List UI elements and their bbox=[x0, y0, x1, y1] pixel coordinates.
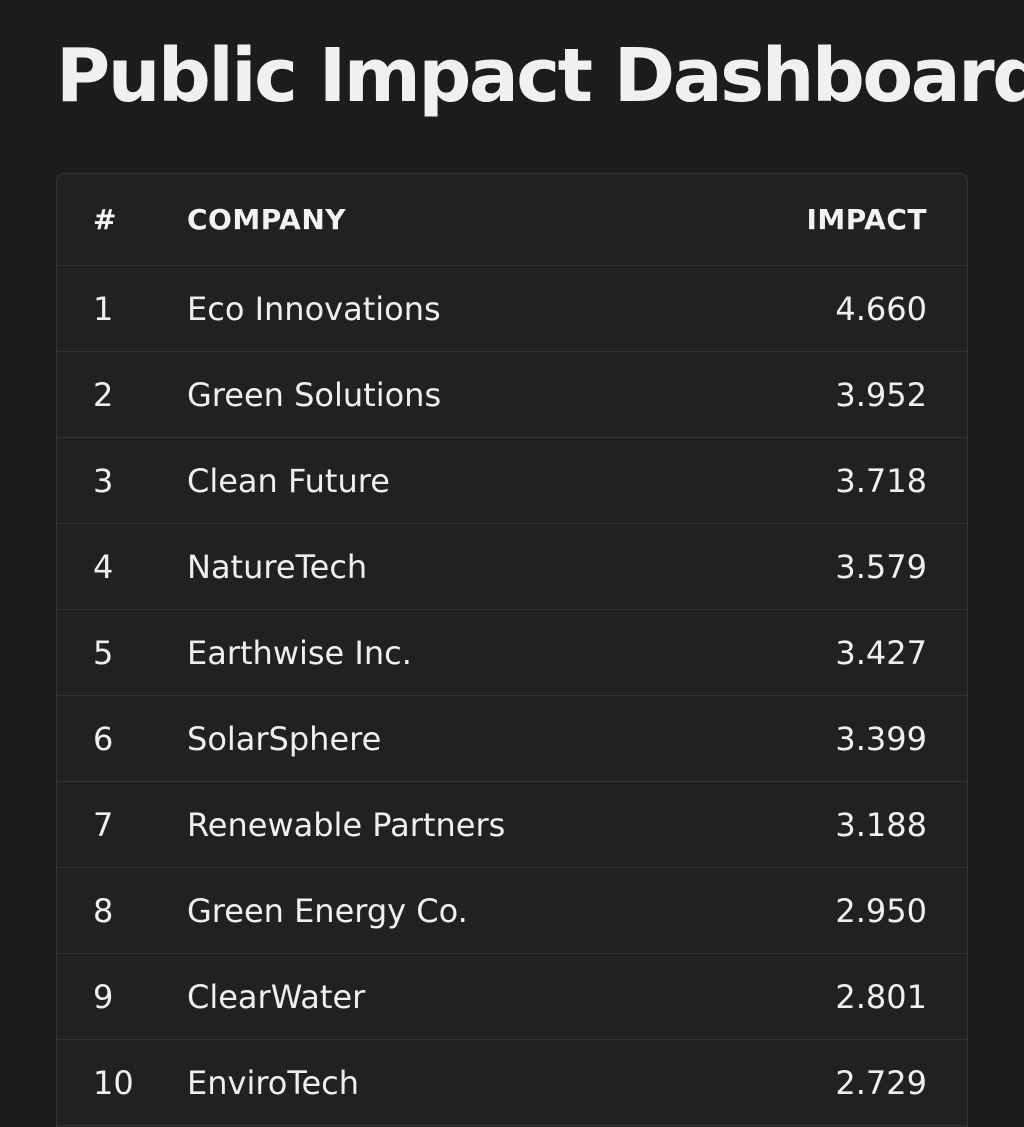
table-row[interactable]: 10 EnviroTech 2.729 bbox=[57, 1040, 967, 1126]
header-impact[interactable]: IMPACT bbox=[806, 203, 927, 236]
table-row[interactable]: 3 Clean Future 3.718 bbox=[57, 438, 967, 524]
company-cell: SolarSphere bbox=[187, 719, 382, 758]
impact-table: # COMPANY IMPACT 1 Eco Innovations 4.660… bbox=[56, 173, 968, 1127]
company-cell: EnviroTech bbox=[187, 1063, 360, 1102]
company-cell: NatureTech bbox=[187, 547, 368, 586]
table-row[interactable]: 6 SolarSphere 3.399 bbox=[57, 696, 967, 782]
table-row[interactable]: 7 Renewable Partners 3.188 bbox=[57, 782, 967, 868]
rank-cell: 2 bbox=[93, 375, 114, 414]
table-header-row: # COMPANY IMPACT bbox=[57, 174, 967, 266]
impact-cell: 3.427 bbox=[835, 633, 927, 672]
table-row[interactable]: 1 Eco Innovations 4.660 bbox=[57, 266, 967, 352]
company-cell: Green Energy Co. bbox=[187, 891, 468, 930]
company-cell: Renewable Partners bbox=[187, 805, 506, 844]
rank-cell: 5 bbox=[93, 633, 114, 672]
rank-cell: 9 bbox=[93, 977, 114, 1016]
impact-cell: 2.950 bbox=[835, 891, 927, 930]
impact-cell: 3.952 bbox=[835, 375, 927, 414]
impact-cell: 3.188 bbox=[835, 805, 927, 844]
rank-cell: 7 bbox=[93, 805, 114, 844]
table-row[interactable]: 2 Green Solutions 3.952 bbox=[57, 352, 967, 438]
impact-cell: 2.729 bbox=[835, 1063, 927, 1102]
company-cell: Clean Future bbox=[187, 461, 390, 500]
company-cell: Green Solutions bbox=[187, 375, 442, 414]
header-rank[interactable]: # bbox=[93, 203, 117, 236]
rank-cell: 6 bbox=[93, 719, 114, 758]
impact-cell: 3.399 bbox=[835, 719, 927, 758]
rank-cell: 8 bbox=[93, 891, 114, 930]
page-title: Public Impact Dashboard bbox=[56, 33, 1024, 119]
table-row[interactable]: 9 ClearWater 2.801 bbox=[57, 954, 967, 1040]
company-cell: Eco Innovations bbox=[187, 289, 441, 328]
impact-cell: 3.579 bbox=[835, 547, 927, 586]
rank-cell: 4 bbox=[93, 547, 114, 586]
company-cell: ClearWater bbox=[187, 977, 366, 1016]
table-row[interactable]: 5 Earthwise Inc. 3.427 bbox=[57, 610, 967, 696]
table-row[interactable]: 8 Green Energy Co. 2.950 bbox=[57, 868, 967, 954]
impact-cell: 2.801 bbox=[835, 977, 927, 1016]
rank-cell: 1 bbox=[93, 289, 114, 328]
impact-cell: 3.718 bbox=[835, 461, 927, 500]
impact-cell: 4.660 bbox=[835, 289, 927, 328]
header-company[interactable]: COMPANY bbox=[187, 203, 347, 236]
company-cell: Earthwise Inc. bbox=[187, 633, 412, 672]
table-row[interactable]: 4 NatureTech 3.579 bbox=[57, 524, 967, 610]
rank-cell: 3 bbox=[93, 461, 114, 500]
rank-cell: 10 bbox=[93, 1063, 134, 1102]
